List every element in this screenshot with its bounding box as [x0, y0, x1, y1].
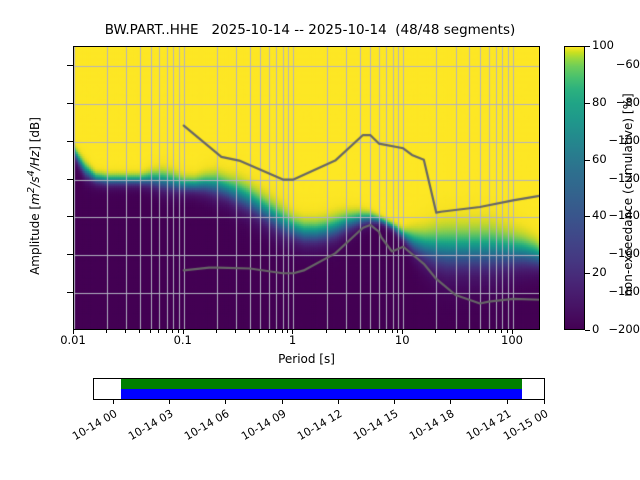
timeline-tick-mark: [338, 400, 339, 404]
x-tick-mark-minor: [249, 330, 250, 333]
x-tick-mark-minor: [150, 330, 151, 333]
colorbar-tick-label: 0: [592, 322, 600, 336]
x-tick-mark-minor: [501, 330, 502, 333]
x-tick-label: 100: [501, 333, 523, 347]
x-tick-mark-minor: [158, 330, 159, 333]
x-tick-mark-major: [512, 330, 513, 334]
x-tick-mark-minor: [178, 330, 179, 333]
colorbar-tick-mark: [585, 330, 590, 331]
y-tick-label: −200: [608, 322, 640, 336]
x-tick-label: 10: [394, 333, 410, 347]
y-tick-mark: [67, 179, 73, 180]
y-tick-mark: [67, 103, 73, 104]
colorbar-tick-mark: [585, 46, 590, 47]
x-tick-mark-minor: [359, 330, 360, 333]
timeline-tick-label: 10-14 18: [407, 407, 457, 443]
y-tick-mark: [67, 65, 73, 66]
x-tick-mark-major: [73, 330, 74, 334]
x-tick-mark-minor: [397, 330, 398, 333]
x-tick-mark-minor: [106, 330, 107, 333]
x-tick-mark-minor: [455, 330, 456, 333]
y-tick-mark: [67, 292, 73, 293]
y-tick-label: −140: [608, 208, 640, 223]
x-axis-label: Period [s]: [278, 352, 335, 366]
y-tick-label: −180: [608, 284, 640, 299]
x-tick-label: 0.1: [173, 333, 192, 347]
psd-segments-bar: [121, 379, 523, 389]
colorbar-tick-label: 80: [592, 94, 607, 109]
y-tick-label: −120: [608, 170, 640, 185]
timeline-tick-mark: [282, 400, 283, 404]
colorbar-tick-mark: [585, 273, 590, 274]
timeline-tick-mark: [113, 400, 114, 404]
x-tick-mark-minor: [166, 330, 167, 333]
y-tick-label: −160: [608, 246, 640, 261]
timeline-tick-label: 10-14 12: [294, 407, 345, 443]
x-tick-mark-minor: [369, 330, 370, 333]
timeline-tick-mark: [394, 400, 395, 404]
x-tick-mark-minor: [216, 330, 217, 333]
x-tick-mark-minor: [275, 330, 276, 333]
ppsd-plot-area[interactable]: [73, 46, 540, 330]
x-tick-mark-minor: [479, 330, 480, 333]
y-tick-label: −60: [615, 56, 640, 71]
timeline-tick-label: 10-14 03: [126, 407, 176, 443]
x-tick-label: 1: [288, 333, 297, 347]
data-coverage-timeline[interactable]: [93, 378, 545, 400]
x-tick-mark-minor: [385, 330, 386, 333]
colorbar-tick-label: 60: [592, 151, 607, 166]
x-tick-mark-minor: [468, 330, 469, 333]
x-tick-mark-minor: [326, 330, 327, 333]
y-tick-label: −100: [608, 132, 640, 147]
y-tick-mark: [67, 141, 73, 142]
x-tick-mark-minor: [345, 330, 346, 333]
x-tick-mark-minor: [139, 330, 140, 333]
timeline-tick-label: 10-14 06: [182, 407, 232, 443]
colorbar-tick-mark: [585, 103, 590, 104]
x-tick-mark-minor: [235, 330, 236, 333]
colorbar: [564, 46, 585, 330]
colorbar-tick-label: 40: [592, 208, 607, 223]
colorbar-tick-mark: [585, 160, 590, 161]
colorbar-tick-mark: [585, 216, 590, 217]
timeline-tick-label: 10-14 15: [351, 407, 401, 443]
x-tick-mark-minor: [259, 330, 260, 333]
timeline-tick-label: 10-14 09: [238, 407, 288, 443]
timeline-tick-mark: [169, 400, 170, 404]
x-tick-mark-minor: [172, 330, 173, 333]
figure-title: BW.PART..HHE 2025-10-14 -- 2025-10-14 (4…: [104, 22, 516, 38]
y-tick-mark: [67, 254, 73, 255]
y-tick-mark: [67, 216, 73, 217]
x-tick-mark-minor: [378, 330, 379, 333]
x-tick-mark-major: [292, 330, 293, 334]
x-tick-mark-major: [183, 330, 184, 334]
colorbar-tick-label: 100: [592, 38, 614, 52]
colorbar-label: non-exceedance (cumulative) [%]: [621, 93, 635, 297]
timeline-tick-mark: [507, 400, 508, 404]
noise-model-curves: [74, 47, 539, 329]
colorbar-tick-label: 20: [592, 265, 607, 280]
x-tick-mark-minor: [495, 330, 496, 333]
x-tick-mark-minor: [392, 330, 393, 333]
x-tick-mark-minor: [507, 330, 508, 333]
timeline-tick-mark: [544, 400, 545, 404]
data-availability-bar: [121, 389, 523, 399]
x-tick-label: 0.01: [60, 333, 86, 347]
y-axis-label: Amplitude [m2/s4/Hz] [dB]: [26, 117, 42, 275]
x-tick-mark-major: [402, 330, 403, 334]
x-tick-mark-minor: [282, 330, 283, 333]
y-tick-label: −80: [615, 94, 640, 109]
timeline-tick-mark: [450, 400, 451, 404]
x-tick-mark-minor: [125, 330, 126, 333]
timeline-tick-label: 10-14 00: [69, 407, 120, 443]
x-tick-mark-minor: [488, 330, 489, 333]
timeline-tick-mark: [225, 400, 226, 404]
x-tick-mark-minor: [268, 330, 269, 333]
x-tick-mark-minor: [287, 330, 288, 333]
x-tick-mark-minor: [435, 330, 436, 333]
